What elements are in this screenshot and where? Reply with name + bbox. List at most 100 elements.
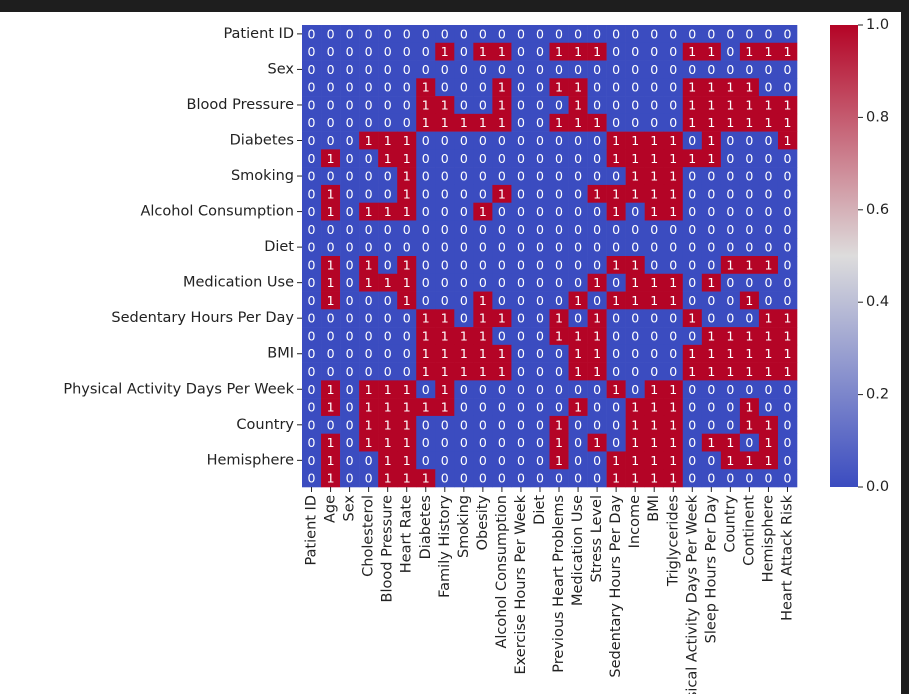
cell-annotation: 0 [593,80,601,95]
heatmap-cell [416,238,436,257]
heatmap-cell [739,469,760,488]
cell-annotation: 0 [669,311,677,326]
cell-annotation: 0 [612,275,620,290]
cell-annotation: 0 [688,417,696,432]
heatmap-cell [758,398,779,417]
cell-annotation: 0 [536,133,544,148]
cell-annotation: 0 [346,435,354,450]
heatmap-cell [435,291,455,310]
cell-annotation: 0 [479,417,487,432]
cell-annotation: 0 [669,62,677,77]
cell-annotation: 1 [479,115,487,130]
cell-annotation: 1 [650,400,658,415]
cell-annotation: 0 [327,133,335,148]
cell-annotation: 1 [365,257,373,272]
heatmap-cell [530,78,550,97]
cell-annotation: 0 [308,44,316,59]
heatmap-cell [644,380,665,399]
cell-annotation: 0 [346,417,354,432]
cell-annotation: 0 [498,169,506,184]
cell-annotation: 0 [536,257,544,272]
heatmap-cell [625,25,645,44]
cell-annotation: 0 [327,44,335,59]
cell-annotation: 0 [441,80,449,95]
heatmap-cell [492,398,512,417]
cell-annotation: 0 [574,417,582,432]
cell-annotation: 1 [688,151,696,166]
heatmap-cell [530,220,550,239]
cell-annotation: 1 [688,346,696,361]
x-tick-label: Sedentary Hours Per Day [608,495,624,678]
cell-annotation: 1 [650,204,658,219]
cell-annotation: 1 [650,151,658,166]
heatmap-cell [720,291,741,310]
cell-annotation: 0 [517,240,525,255]
heatmap-cell [625,380,645,399]
cell-annotation: 1 [726,346,734,361]
cell-annotation: 1 [612,257,620,272]
heatmap-cell [644,309,665,328]
heatmap-cell [511,327,531,346]
heatmap-cell [549,202,569,221]
x-tick-label: Triglycerides [665,495,681,587]
cell-annotation: 0 [365,240,373,255]
heatmap-cell [568,220,588,239]
cell-annotation: 0 [650,311,658,326]
heatmap-cell [321,149,341,168]
cell-annotation: 1 [631,186,639,201]
cell-annotation: 0 [726,400,734,415]
heatmap-cell [492,167,512,186]
x-tick-label: Hemisphere [760,495,776,582]
heatmap-cell [644,451,665,470]
cell-annotation: 0 [784,400,792,415]
heatmap-cell [758,362,779,381]
cell-annotation: 0 [517,26,525,41]
heatmap-cell [511,362,531,381]
heatmap-cell [663,256,684,275]
cell-annotation: 0 [365,346,373,361]
cell-annotation: 0 [441,26,449,41]
heatmap-cell [625,433,645,452]
cell-annotation: 0 [346,26,354,41]
cell-annotation: 0 [498,151,506,166]
heatmap-cell [568,25,588,44]
cell-annotation: 0 [346,115,354,130]
heatmap-cell [720,113,741,132]
cell-annotation: 1 [631,169,639,184]
x-tick-label: Exercise Hours Per Week [513,494,529,674]
heatmap-cell [720,433,741,452]
cell-annotation: 0 [612,417,620,432]
cell-annotation: 1 [422,80,430,95]
heatmap-cell [777,96,798,115]
heatmap-cell [302,238,322,257]
cell-annotation: 0 [650,62,658,77]
cell-annotation: 0 [346,204,354,219]
cell-annotation: 0 [498,417,506,432]
cell-annotation: 0 [346,346,354,361]
cell-annotation: 1 [784,44,792,59]
cell-annotation: 0 [346,275,354,290]
cell-annotation: 0 [536,97,544,112]
heatmap-cell [454,25,474,44]
cell-annotation: 0 [479,435,487,450]
heatmap-cell [701,238,722,257]
cell-annotation: 0 [631,204,639,219]
heatmap-cell [302,42,322,61]
heatmap-cell [758,167,779,186]
cell-annotation: 0 [669,222,677,237]
heatmap-cell [492,202,512,221]
heatmap-cell [739,78,760,97]
cell-annotation: 0 [574,169,582,184]
heatmap-cell [511,25,531,44]
heatmap-cell [587,291,607,310]
heatmap-cell [587,451,607,470]
cell-annotation: 1 [574,328,582,343]
cell-annotation: 0 [517,382,525,397]
cell-annotation: 1 [764,435,772,450]
heatmap-cell [606,344,626,363]
cell-annotation: 0 [460,204,468,219]
heatmap-cell [549,131,569,150]
cell-annotation: 1 [498,97,506,112]
cell-annotation: 1 [555,80,563,95]
cell-annotation: 0 [574,471,582,486]
